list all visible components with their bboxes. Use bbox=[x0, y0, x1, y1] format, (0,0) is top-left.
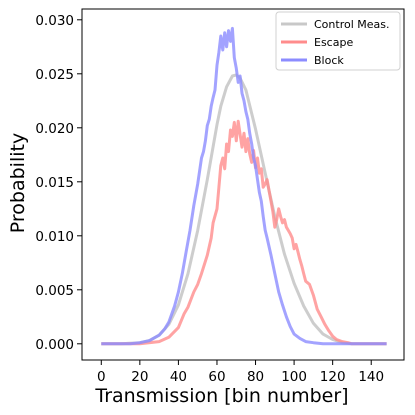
x-tick-label: 40 bbox=[170, 369, 187, 385]
series-line-block bbox=[101, 26, 387, 346]
y-tick-label: 0.020 bbox=[35, 121, 74, 137]
y-tick-label: 0.010 bbox=[35, 229, 74, 245]
series-line-escape bbox=[101, 119, 387, 346]
series-layer bbox=[101, 26, 387, 346]
y-axis-ticks: 0.000 0.005 0.010 0.015 0.020 0.025 0.030 bbox=[35, 13, 82, 353]
x-tick-label: 80 bbox=[247, 369, 264, 385]
y-tick-label: 0.025 bbox=[35, 67, 74, 83]
x-tick-label: 100 bbox=[281, 369, 307, 385]
y-tick-label: 0.000 bbox=[35, 337, 74, 353]
legend-label: Escape bbox=[314, 36, 353, 49]
x-tick-label: 60 bbox=[208, 369, 225, 385]
x-tick-label: 140 bbox=[358, 369, 384, 385]
legend-box bbox=[275, 11, 401, 71]
y-axis-label: Probability bbox=[7, 133, 29, 233]
plot-frame bbox=[81, 8, 405, 361]
y-tick-label: 0.005 bbox=[35, 283, 74, 299]
y-tick-label: 0.015 bbox=[35, 175, 74, 191]
legend-label: Block bbox=[314, 54, 344, 67]
y-tick-label: 0.030 bbox=[35, 13, 74, 29]
x-tick-label: 20 bbox=[131, 369, 148, 385]
x-axis-ticks: 0 20 40 60 80 100 120 140 bbox=[97, 360, 384, 385]
x-axis-label: Transmission [bin number] bbox=[94, 385, 348, 407]
legend: Control Meas. Escape Block bbox=[275, 11, 401, 71]
x-tick-label: 120 bbox=[320, 369, 346, 385]
x-tick-label: 0 bbox=[97, 369, 106, 385]
legend-label: Control Meas. bbox=[314, 18, 390, 31]
